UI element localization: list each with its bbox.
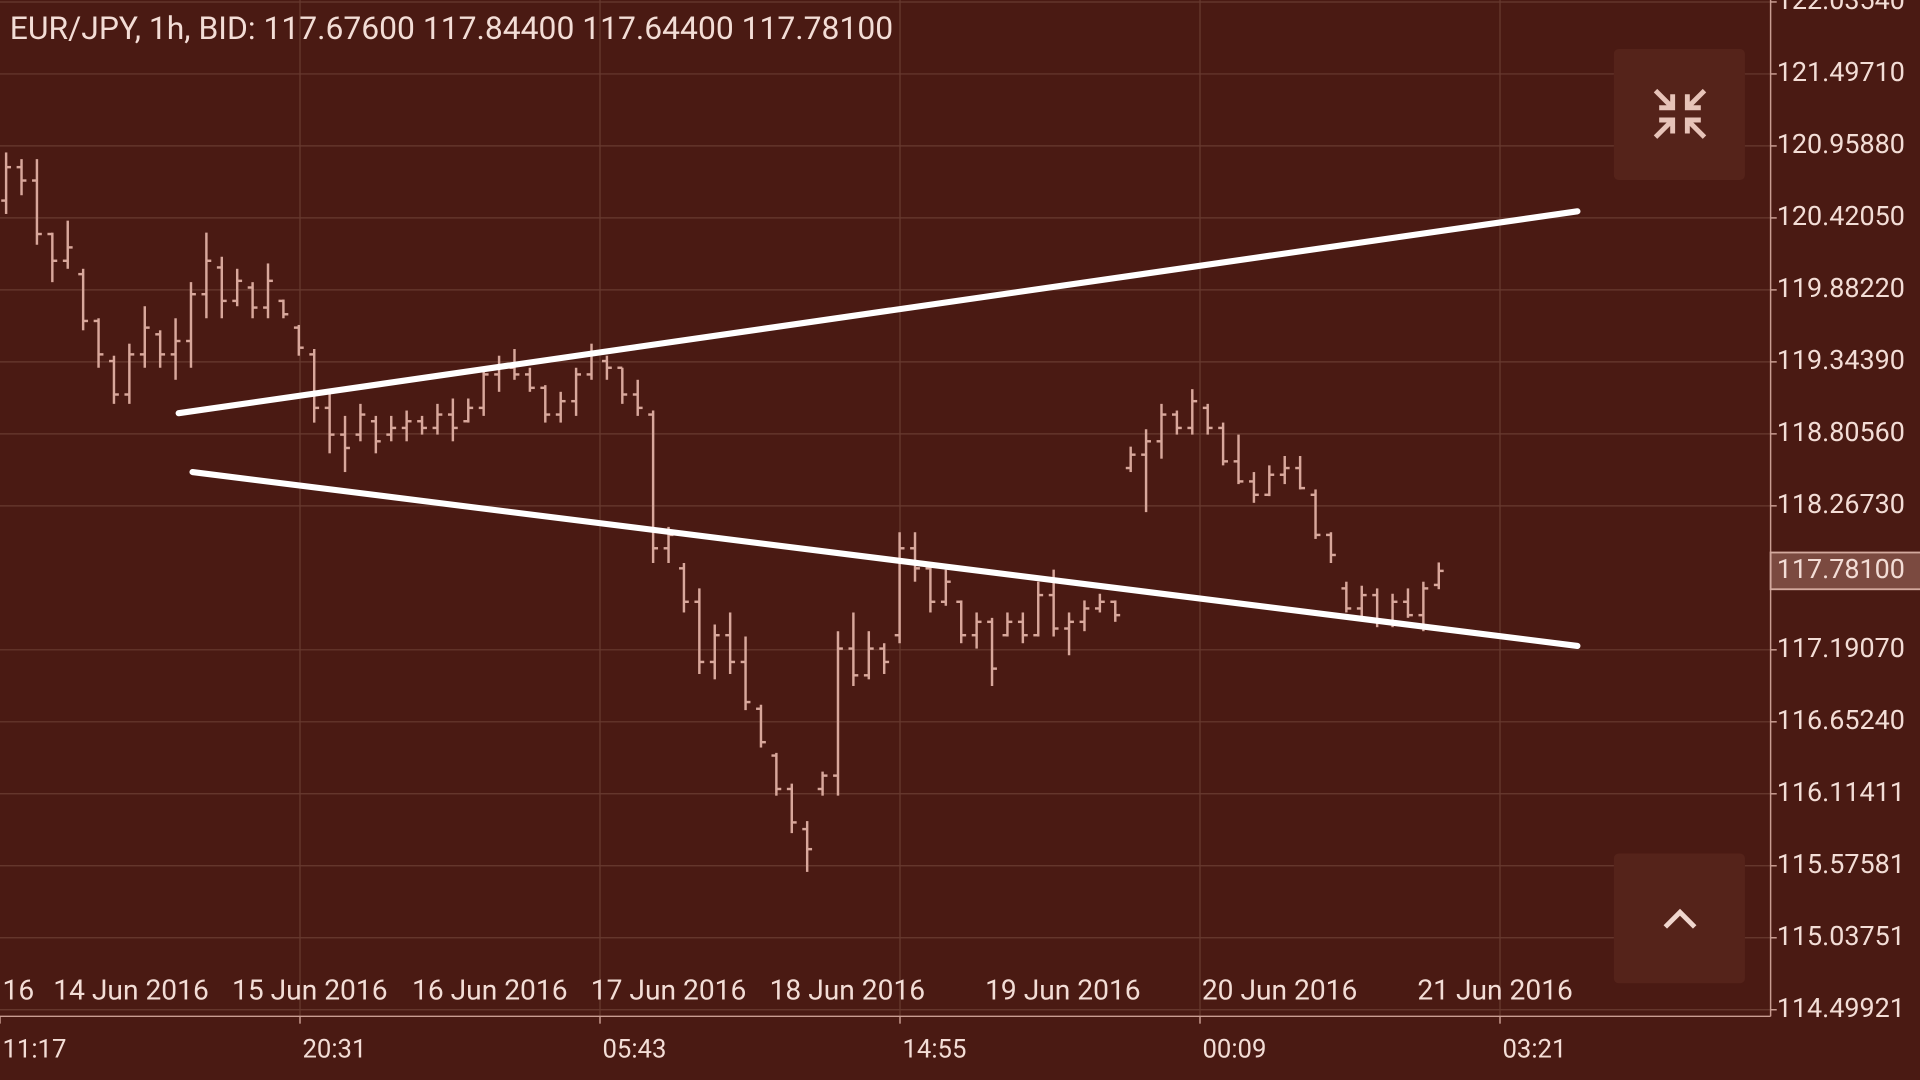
y-tick-label: 114.49921 [1777,992,1905,1024]
x-date-label: 21 Jun 2016 [1417,973,1573,1006]
x-time-label: 14:55 [902,1034,966,1064]
collapse-icon [1653,88,1707,139]
collapse-button-bg[interactable] [1613,48,1745,181]
x-time-label: 03:21 [1502,1034,1566,1064]
y-tick-label: 120.42050 [1777,200,1905,232]
x-date-label: 17 Jun 2016 [591,973,747,1006]
x-date-label: 14 Jun 2016 [53,973,209,1006]
trendline [189,468,1581,649]
x-date-label: 16 [3,973,35,1006]
trendline [175,208,1581,417]
x-date-label: 16 Jun 2016 [412,973,568,1006]
x-time-label: 20:31 [302,1034,366,1064]
y-tick-label: 119.88220 [1777,272,1905,304]
y-tick-label: 117.19070 [1777,632,1905,664]
y-tick-label: 116.65240 [1777,704,1905,736]
scroll-up-button-bg[interactable] [1613,853,1745,984]
y-tick-label: 119.34390 [1777,344,1905,376]
x-time-label: 00:09 [1202,1034,1266,1064]
scroll-up-button[interactable] [1613,853,1745,984]
last-price-label: 117.78100 [1777,553,1905,585]
x-date-label: 18 Jun 2016 [770,973,926,1006]
y-tick-label: 118.80560 [1777,416,1905,448]
x-time-label: 05:43 [602,1034,666,1064]
y-tick-label: 121.49710 [1777,56,1905,88]
trendlines [175,208,1581,649]
x-date-label: 15 Jun 2016 [232,973,388,1006]
grid [0,0,1771,1017]
chart-title: EUR/JPY, 1h, BID: 117.67600 117.84400 11… [10,9,893,47]
y-tick-label: 118.26730 [1777,488,1905,520]
x-date-label: 19 Jun 2016 [985,973,1141,1006]
x-date-label: 20 Jun 2016 [1202,973,1358,1006]
y-tick-label: 116.11411 [1777,776,1905,808]
collapse-button[interactable] [1613,48,1745,181]
y-tick-label: 120.95880 [1777,128,1905,160]
price-bars [1,152,1444,872]
y-tick-label: 115.03751 [1777,920,1905,952]
chevron-up-icon [1663,908,1697,929]
last-price-box [1769,551,1920,591]
y-tick-label: 115.57581 [1777,848,1905,880]
y-tick-label: 122.03540 [1777,0,1905,16]
x-time-label: 11:17 [2,1034,66,1064]
